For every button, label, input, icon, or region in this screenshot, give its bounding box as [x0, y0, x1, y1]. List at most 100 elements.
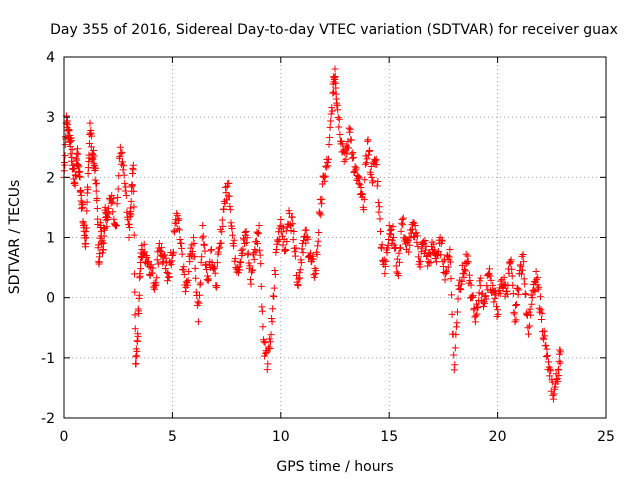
data-point [83, 189, 91, 197]
data-point [413, 232, 421, 240]
data-point [64, 120, 72, 128]
data-point [311, 270, 319, 278]
data-point [126, 213, 134, 221]
data-point [368, 173, 376, 181]
data-point [133, 347, 141, 355]
data-point [290, 227, 298, 235]
data-point [345, 144, 353, 152]
data-point [115, 154, 123, 162]
data-point [398, 215, 406, 223]
data-point [482, 295, 490, 303]
data-point [399, 214, 407, 222]
data-point [200, 240, 208, 248]
data-point [494, 310, 502, 318]
data-point [215, 245, 223, 253]
data-point [437, 251, 445, 259]
data-point [416, 263, 424, 271]
data-point [196, 281, 204, 289]
data-point [255, 229, 263, 237]
data-point [226, 202, 234, 210]
data-point [143, 253, 151, 261]
data-point [374, 199, 382, 207]
data-point [67, 136, 75, 144]
data-point [456, 285, 464, 293]
data-point [535, 304, 543, 312]
data-point [516, 261, 524, 269]
data-point [375, 208, 383, 216]
data-point [390, 234, 398, 241]
data-point [87, 129, 95, 137]
data-point [514, 284, 522, 292]
data-point [190, 234, 198, 242]
y-tick-label: 0 [46, 291, 55, 307]
data-point [174, 216, 182, 224]
data-point [130, 231, 138, 239]
data-point [474, 303, 482, 311]
data-point [446, 246, 454, 254]
data-point [377, 227, 385, 235]
data-point [447, 275, 455, 283]
data-point [335, 123, 343, 131]
data-point [351, 167, 359, 175]
data-point [135, 309, 143, 317]
data-point [151, 282, 159, 290]
data-point [381, 270, 389, 278]
data-point [320, 173, 328, 181]
data-point [211, 269, 219, 277]
data-point [406, 241, 414, 249]
data-point [334, 106, 342, 114]
data-point [236, 258, 244, 266]
data-point [207, 246, 215, 254]
data-point [386, 227, 394, 235]
data-point [258, 303, 266, 311]
y-tick-label: 1 [46, 231, 55, 247]
data-point [413, 238, 421, 246]
data-point [90, 146, 98, 154]
data-point [89, 155, 97, 163]
data-point [405, 248, 413, 256]
data-point [188, 248, 196, 256]
data-point [104, 213, 112, 221]
data-point [87, 143, 95, 151]
data-point [509, 290, 517, 298]
data-point [304, 253, 312, 261]
data-point [103, 223, 111, 231]
data-point [385, 221, 393, 229]
data-point [86, 119, 94, 127]
data-point [530, 286, 538, 294]
data-point [517, 262, 525, 270]
data-point [302, 239, 310, 247]
data-point [213, 259, 221, 267]
data-point [372, 157, 380, 165]
data-point [443, 268, 451, 276]
data-point [65, 126, 73, 134]
data-point [277, 228, 285, 236]
data-point [85, 139, 93, 147]
data-point [134, 332, 142, 340]
data-point [452, 331, 460, 339]
data-point [349, 149, 357, 157]
y-axis-title: SDTVAR / TECUs [7, 180, 23, 295]
data-point [249, 266, 257, 274]
data-point [480, 303, 488, 311]
data-point [464, 258, 472, 266]
data-point [414, 243, 422, 251]
data-point [119, 158, 127, 166]
data-point [109, 195, 117, 203]
data-point [451, 344, 459, 352]
data-point [192, 274, 200, 282]
data-point [182, 278, 190, 286]
axes: 0 5 10 15 20 25 -2 -1 0 1 2 3 4 [41, 50, 615, 445]
data-point [363, 155, 371, 163]
data-point [281, 247, 289, 255]
data-point [361, 160, 369, 168]
data-point [395, 249, 403, 257]
data-point [362, 159, 370, 167]
data-point [367, 170, 375, 178]
data-point [88, 132, 96, 140]
data-point [454, 295, 462, 303]
data-point [184, 276, 192, 284]
data-point [164, 270, 172, 278]
data-point [92, 164, 100, 172]
data-point [554, 378, 562, 386]
